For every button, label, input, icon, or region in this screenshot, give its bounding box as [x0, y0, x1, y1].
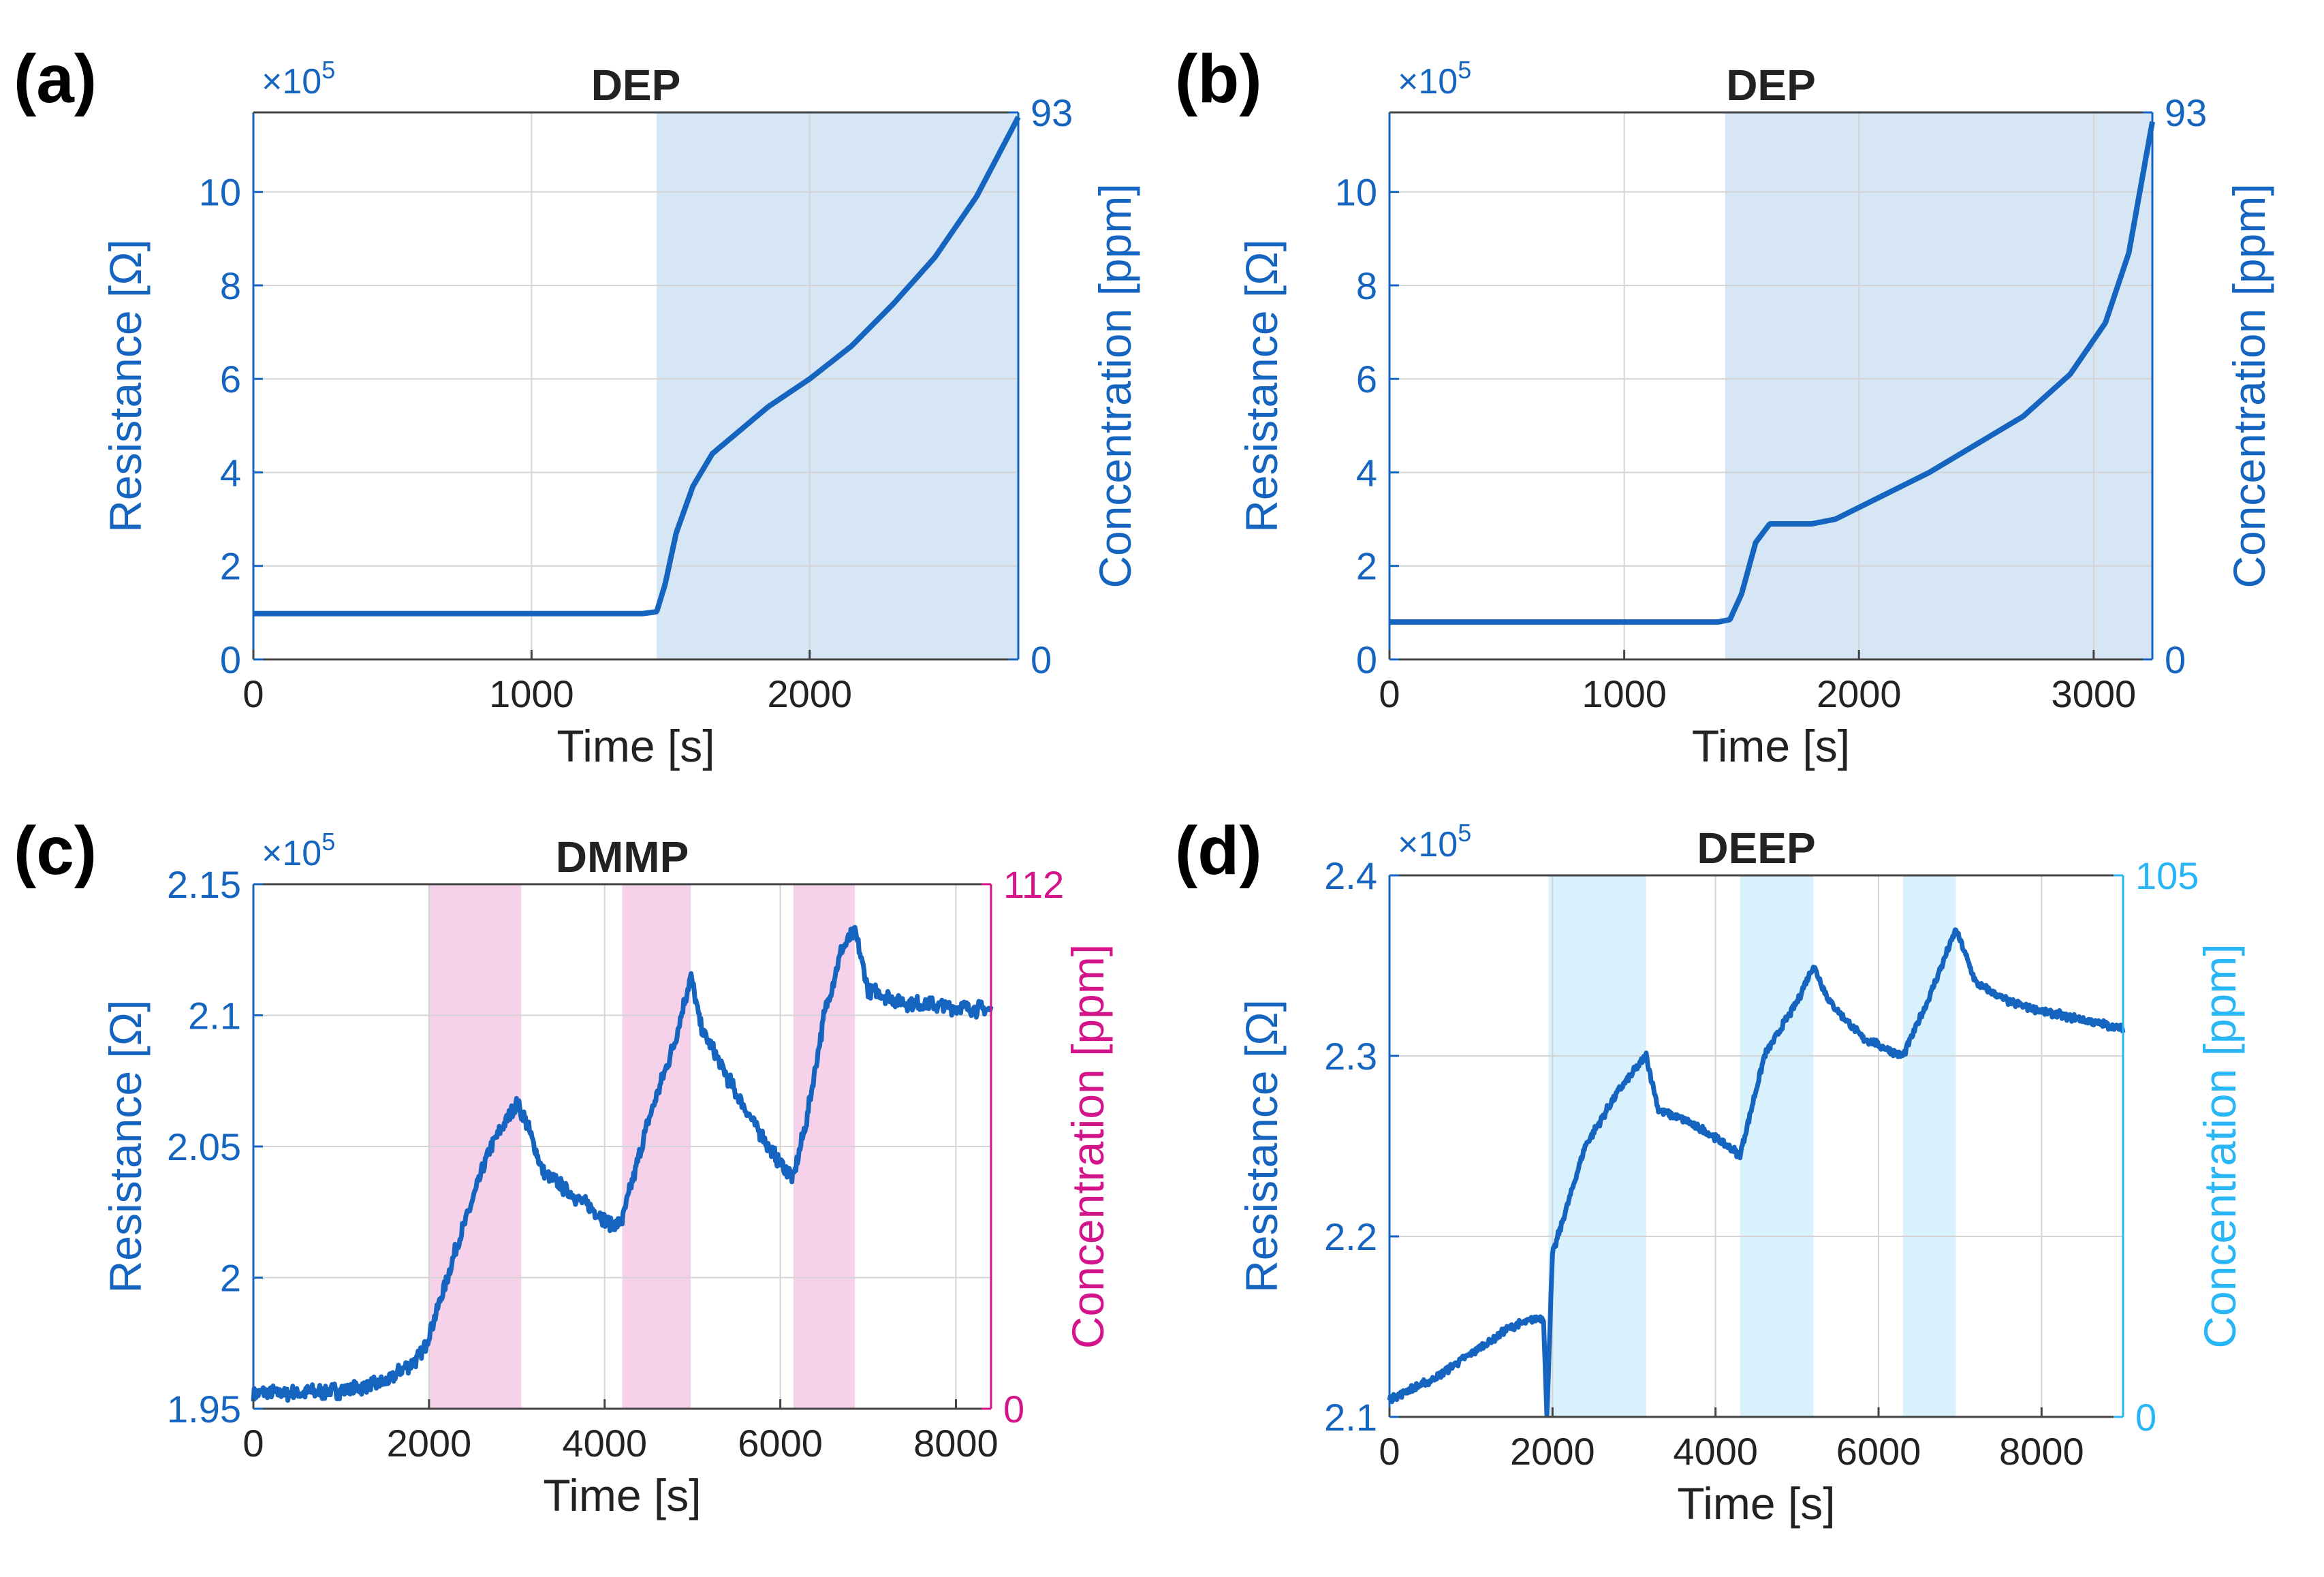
y2-axis-label: Concentration [ppm] [2195, 943, 2245, 1348]
y2-tick-label: 0 [2135, 1396, 2156, 1439]
panel-label: (c) [14, 813, 97, 889]
y-tick-label: 8 [1356, 264, 1377, 307]
panel-label: (d) [1175, 813, 1262, 889]
resistance-series-line [1387, 121, 2155, 625]
y-tick-label: 8 [220, 264, 241, 307]
y2-tick-label: 0 [2165, 638, 2186, 681]
x-tick-label: 6000 [1836, 1430, 1921, 1473]
x-tick-label: 2000 [387, 1422, 472, 1465]
y-tick-label: 0 [220, 638, 241, 681]
resistance-series-line [251, 924, 994, 1403]
y-tick-label: 1.95 [167, 1388, 241, 1431]
y2-tick-label: 0 [1003, 1388, 1024, 1431]
y2-axis-label: Concentration [ppm] [1090, 183, 1140, 588]
y-tick-label: 2 [1356, 545, 1377, 588]
chart-title: DEP [591, 61, 681, 110]
y-axis-label: Resistance [Ω] [1236, 999, 1287, 1293]
y-tick-label: 2.3 [1324, 1035, 1377, 1078]
y-tick-label: 2 [220, 545, 241, 588]
chart-title: DEP [1726, 61, 1816, 110]
exponent-label: ×105 [262, 828, 335, 873]
exposure-region [1725, 112, 2152, 659]
y-tick-label: 2.4 [1324, 854, 1377, 897]
x-tick-label: 0 [242, 672, 264, 715]
y2-tick-label: 105 [2135, 854, 2199, 897]
x-tick-label: 1000 [489, 672, 574, 715]
y-tick-label: 2 [220, 1257, 241, 1300]
y-tick-label: 10 [199, 171, 241, 214]
chart-title: DMMP [556, 832, 689, 881]
x-tick-label: 8000 [1999, 1430, 2084, 1473]
panel-label: (b) [1175, 41, 1262, 117]
x-tick-label: 4000 [562, 1422, 647, 1465]
x-tick-label: 6000 [738, 1422, 823, 1465]
y2-axis-label: Concentration [ppm] [1063, 944, 1113, 1349]
x-axis-label: Time [s] [543, 1470, 701, 1520]
exponent-label: ×105 [262, 56, 335, 102]
x-tick-label: 0 [1379, 672, 1400, 715]
y-axis-label: Resistance [Ω] [1236, 239, 1287, 533]
exposure-region [1548, 875, 1646, 1417]
y2-tick-label: 0 [1031, 638, 1052, 681]
exposure-region [1740, 875, 1814, 1417]
resistance-series-line [251, 116, 1021, 616]
x-tick-label: 0 [242, 1422, 264, 1465]
y-tick-label: 2.15 [167, 863, 241, 906]
y-tick-label: 2.1 [188, 995, 241, 1037]
y2-axis-label: Concentration [ppm] [2224, 183, 2274, 588]
exponent-power: 5 [321, 56, 335, 84]
y-tick-label: 6 [220, 358, 241, 401]
x-axis-label: Time [s] [1677, 1478, 1835, 1529]
exponent-label: ×105 [1398, 819, 1471, 864]
exponent-label: ×105 [1398, 56, 1471, 102]
exponent-power: 5 [1458, 56, 1471, 84]
exponent-power: 5 [1458, 819, 1471, 847]
y-tick-label: 2.2 [1324, 1215, 1377, 1258]
y2-tick-label: 93 [1031, 91, 1073, 134]
chart-panel-3: 0 2000 4000 6000 8000 2.1 2.2 2.3 2.4 0 105 DEEP (d)… [1175, 813, 2245, 1529]
y-axis-label: Resistance [Ω] [100, 239, 151, 533]
chart-panel-0: 0 1000 2000 0 2 4 6 8 10 0 93 DEP (a) ×105 Time [s] Res… [14, 41, 1140, 771]
y-tick-label: 2.05 [167, 1125, 241, 1168]
exposure-region [657, 112, 1018, 659]
y-tick-label: 10 [1335, 171, 1377, 214]
exposure-region [1902, 875, 1956, 1417]
x-tick-label: 2000 [1817, 672, 1902, 715]
chart-title: DEEP [1697, 824, 1815, 873]
x-axis-label: Time [s] [1692, 721, 1850, 771]
y-tick-label: 0 [1356, 638, 1377, 681]
x-tick-label: 0 [1379, 1430, 1400, 1473]
x-axis-label: Time [s] [556, 721, 715, 771]
exponent-power: 5 [321, 828, 335, 856]
y-tick-label: 4 [220, 451, 241, 494]
y-tick-label: 2.1 [1324, 1396, 1377, 1439]
chart-panel-1: 0 1000 2000 3000 0 2 4 6 8 10 0 93 DEP (b) ×105 Time [s… [1175, 41, 2274, 771]
y-tick-label: 4 [1356, 451, 1377, 494]
chart-panel-2: 0 2000 4000 6000 8000 1.95 2 2.05 2.1 2.15 0 112 DMM… [14, 813, 1113, 1520]
x-tick-label: 2000 [767, 672, 852, 715]
x-tick-label: 2000 [1510, 1430, 1595, 1473]
x-tick-label: 8000 [913, 1422, 999, 1465]
y-axis-label: Resistance [Ω] [100, 1000, 151, 1294]
resistance-series-line [1387, 927, 2126, 1418]
y2-tick-label: 112 [1003, 863, 1064, 906]
x-tick-label: 3000 [2052, 672, 2137, 715]
x-tick-label: 4000 [1673, 1430, 1758, 1473]
x-tick-label: 1000 [1582, 672, 1667, 715]
y2-tick-label: 93 [2165, 91, 2207, 134]
y-tick-label: 6 [1356, 358, 1377, 401]
panel-label: (a) [14, 41, 97, 117]
